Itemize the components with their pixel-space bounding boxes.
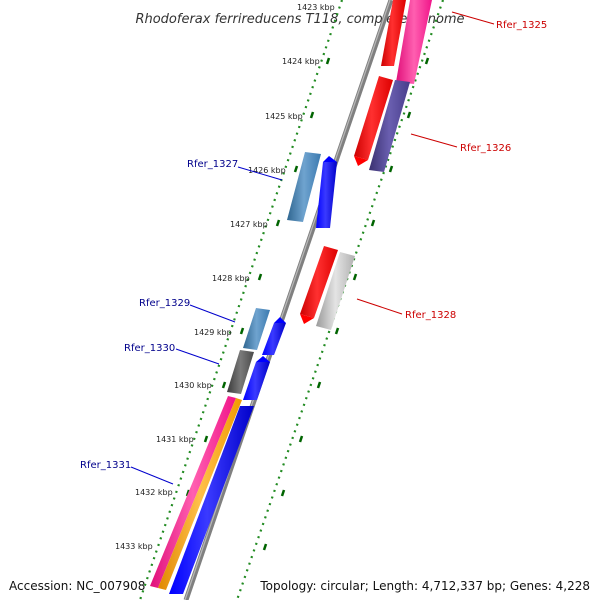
cds-feature [262,323,286,355]
cds-feature [243,362,270,400]
gene-rfer-1329 [243,308,270,350]
cds-arrow [256,356,270,362]
tick-label: 1428 kbp [212,274,250,283]
gene-rfer-1330 [227,350,254,394]
label-rfer-1331: Rfer_1331 [80,460,131,471]
cds-reverse-feature [381,0,406,66]
rna-feature [158,398,242,590]
cds-arrow [274,317,286,323]
topology-text: Topology: circular; Length: 4,712,337 bp… [260,579,590,593]
cds-reverse-arrow [354,156,368,166]
cds-feature [169,406,254,594]
label-rfer-1326: Rfer_1326 [460,143,511,154]
cds-reverse-feature [300,246,338,318]
tick-label: 1427 kbp [230,220,268,229]
cds-arrow [323,156,337,162]
gene-rfer-1328 [316,252,355,330]
label-rfer-1327: Rfer_1327 [187,159,238,170]
tick-label: 1425 kbp [265,112,303,121]
label-rfer-1330: Rfer_1330 [124,343,175,354]
accession-text: Accession: NC_007908 [9,579,146,593]
tick-label: 1424 kbp [282,57,320,66]
cds-reverse-arrow [300,314,314,324]
reverse-tick-ring [235,0,445,600]
label-leader [410,133,458,148]
gene-rfer-1327 [287,152,321,222]
tick-label: 1423 kbp [297,3,335,12]
gene-rfer-1325 [396,0,432,84]
forward-tick-ring [138,0,344,600]
label-leader [356,298,403,315]
label-leader [189,304,236,323]
cds-reverse-feature [354,76,393,160]
label-rfer-1325: Rfer_1325 [496,20,547,31]
tick-label: 1432 kbp [135,488,173,497]
gene-rfer-1326 [369,80,410,172]
tick-label: 1430 kbp [174,381,212,390]
label-leader [237,166,283,181]
gene-rfer-1331 [150,396,236,588]
tick-label: 1433 kbp [115,542,153,551]
label-leader [130,466,174,485]
tick-label: 1431 kbp [156,435,194,444]
label-leader [175,348,220,365]
cds-feature [316,162,337,228]
genome-backbone [183,0,394,600]
label-rfer-1328: Rfer_1328 [405,310,456,321]
tick-marks-reverse [262,57,430,551]
tick-label: 1429 kbp [194,328,232,337]
tick-label: 1426 kbp [248,166,286,175]
label-leader [451,11,495,25]
label-rfer-1329: Rfer_1329 [139,298,190,309]
